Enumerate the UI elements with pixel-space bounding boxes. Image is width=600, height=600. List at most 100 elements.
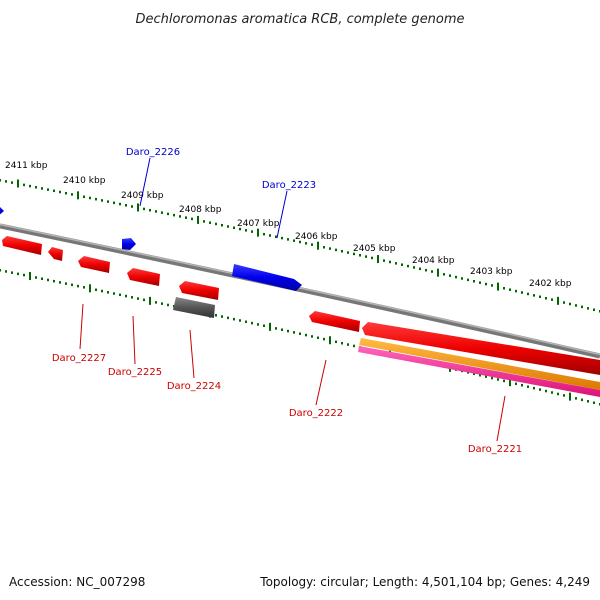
minor-tick	[335, 340, 337, 344]
gene-label-daro-2225[interactable]: Daro_2225	[108, 367, 162, 378]
gene-daro-2223[interactable]	[232, 264, 302, 291]
minor-tick	[95, 197, 97, 201]
gene-daro-2224[interactable]	[173, 297, 215, 318]
gene-forward-edge[interactable]	[0, 205, 4, 216]
minor-tick	[17, 272, 19, 276]
minor-tick	[575, 304, 577, 307]
minor-tick	[323, 337, 325, 341]
major-tick	[569, 392, 571, 401]
minor-tick	[497, 378, 499, 381]
minor-tick	[293, 239, 295, 242]
minor-tick	[23, 183, 25, 187]
minor-tick	[167, 212, 169, 216]
tick-label: 2410 kbp	[63, 176, 106, 186]
minor-tick	[5, 270, 7, 273]
minor-tick	[71, 193, 73, 196]
minor-tick	[131, 296, 133, 299]
gene-label-daro-2224[interactable]: Daro_2224	[167, 381, 221, 392]
tick-label: 2406 kbp	[295, 232, 338, 242]
gene-label-daro-2221[interactable]: Daro_2221	[468, 444, 522, 455]
tick-label: 2407 kbp	[237, 219, 280, 229]
minor-tick	[161, 302, 163, 305]
major-tick	[437, 268, 439, 277]
major-tick	[497, 282, 499, 291]
minor-tick	[419, 267, 421, 271]
tick-label: 2408 kbp	[179, 205, 222, 215]
minor-tick	[317, 336, 319, 340]
major-tick	[137, 203, 139, 212]
length-label: Length:	[372, 575, 419, 589]
topology-value: circular	[320, 575, 365, 589]
minor-tick	[59, 281, 61, 284]
gene-daro-2221[interactable]	[362, 322, 600, 375]
minor-tick	[77, 284, 79, 288]
minor-tick	[155, 301, 157, 304]
gene-daro-2227[interactable]	[78, 256, 110, 273]
gene-label-daro-2223[interactable]: Daro_2223	[262, 180, 316, 191]
minor-tick	[323, 246, 325, 249]
minor-tick	[65, 191, 67, 195]
minor-tick	[473, 372, 475, 376]
tick-label: 2411 kbp	[5, 161, 48, 171]
minor-tick	[395, 262, 397, 265]
minor-tick	[155, 210, 157, 213]
minor-tick	[35, 276, 37, 279]
minor-tick	[0, 269, 1, 272]
minor-tick	[371, 256, 373, 260]
minor-tick	[65, 282, 67, 285]
minor-tick	[191, 217, 193, 221]
minor-tick	[137, 297, 139, 300]
feature-track-magenta[interactable]	[358, 346, 600, 397]
minor-tick	[245, 229, 247, 232]
gene-reverse-small[interactable]	[48, 247, 63, 261]
major-tick	[509, 378, 511, 387]
minor-tick	[227, 316, 229, 320]
minor-tick	[5, 180, 7, 183]
minor-tick	[485, 282, 487, 286]
minor-tick	[299, 332, 301, 335]
leader-daro-2227	[79, 303, 84, 350]
minor-tick	[215, 222, 217, 226]
minor-tick	[113, 201, 115, 205]
minor-tick	[83, 286, 85, 289]
major-tick	[197, 215, 199, 224]
leader-daro-2221	[496, 395, 506, 442]
minor-tick	[587, 307, 589, 310]
minor-tick	[581, 305, 583, 309]
minor-tick	[311, 335, 313, 338]
minor-tick	[365, 255, 367, 258]
gene-daro-2225[interactable]	[127, 268, 160, 286]
minor-tick	[47, 278, 49, 282]
minor-tick	[401, 263, 403, 266]
tick-track-top	[0, 179, 600, 313]
minor-tick	[293, 331, 295, 334]
tick-label: 2403 kbp	[470, 267, 513, 277]
tick-label: 2402 kbp	[529, 279, 572, 289]
gene-label-daro-2222[interactable]: Daro_2222	[289, 408, 343, 419]
minor-tick	[53, 279, 55, 283]
gene-label-daro-2226[interactable]: Daro_2226	[126, 147, 180, 158]
minor-tick	[509, 288, 511, 291]
gene-daro-2224-red[interactable]	[179, 281, 219, 300]
minor-tick	[515, 289, 517, 293]
gene-reverse-2228[interactable]	[2, 236, 42, 255]
gene-daro-2222[interactable]	[309, 311, 360, 332]
minor-tick	[161, 211, 163, 214]
minor-tick	[359, 254, 361, 257]
gene-daro-2226[interactable]	[122, 238, 136, 250]
minor-tick	[125, 204, 127, 207]
gene-label-daro-2227[interactable]: Daro_2227	[52, 353, 106, 364]
major-tick	[257, 228, 259, 237]
minor-tick	[209, 221, 211, 224]
minor-tick	[269, 234, 271, 237]
minor-tick	[593, 401, 595, 405]
minor-tick	[533, 386, 535, 390]
major-tick	[17, 179, 19, 188]
minor-tick	[29, 184, 31, 188]
minor-tick	[503, 379, 505, 383]
minor-tick	[569, 302, 571, 306]
feature-track-orange[interactable]	[359, 338, 600, 390]
minor-tick	[305, 333, 307, 337]
minor-tick	[383, 259, 385, 262]
